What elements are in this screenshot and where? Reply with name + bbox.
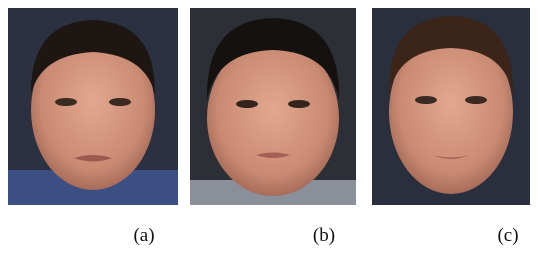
photo-a	[8, 8, 178, 205]
panel-label: (a)	[133, 225, 154, 246]
photo-c	[372, 8, 530, 205]
figure: (a) (b) (c)	[0, 0, 538, 249]
panel-label: (b)	[313, 225, 335, 246]
panel-label: (c)	[497, 225, 518, 246]
photo-b	[190, 8, 356, 205]
